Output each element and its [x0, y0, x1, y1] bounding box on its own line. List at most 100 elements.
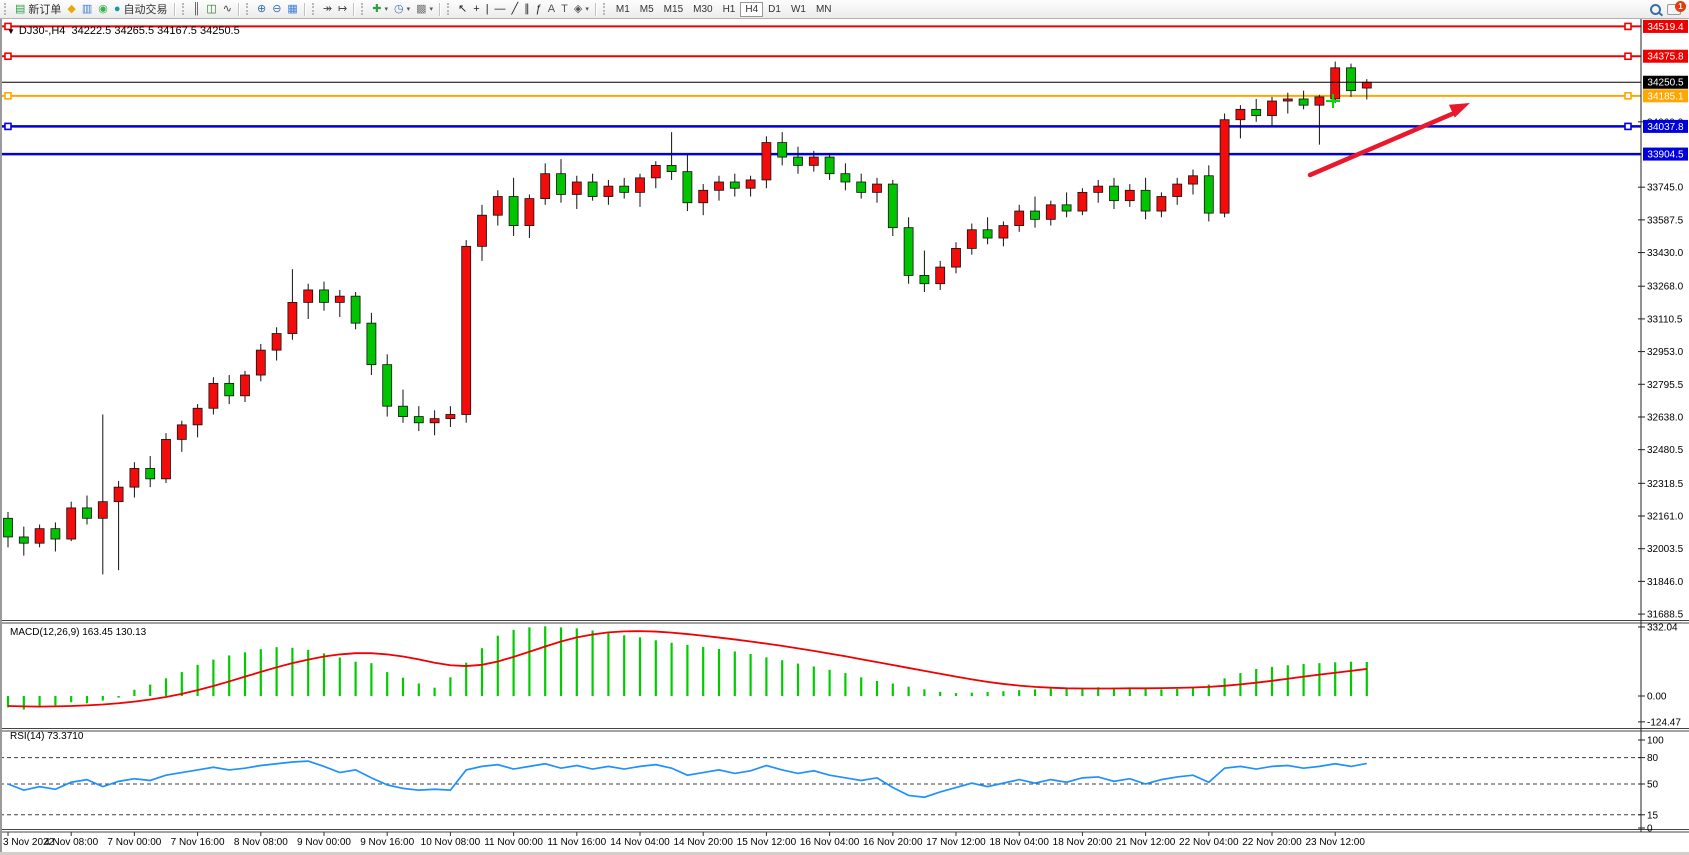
- rsi-line: [7, 760, 1367, 799]
- time-tick-label: 16 Nov 20:00: [863, 837, 923, 848]
- time-tick-label: 21 Nov 12:00: [1116, 837, 1176, 848]
- signal-icon[interactable]: ◉: [95, 1, 111, 17]
- chevron-down-icon[interactable]: ▼: [7, 27, 15, 36]
- arrows-object-icon[interactable]: ◈ ▾: [571, 1, 592, 17]
- periods-clock-icon: ◷: [393, 3, 404, 15]
- toolbar-grip: [181, 3, 187, 15]
- rsi-tick-label: 100: [1647, 736, 1664, 747]
- candle-body: [492, 196, 503, 216]
- crosshair-icon: +: [473, 3, 480, 15]
- text-icon: A: [547, 3, 556, 15]
- tile-windows-icon[interactable]: ▦: [284, 1, 300, 17]
- rsi-indicator-label: RSI(14) 73.3710: [10, 731, 84, 742]
- macd-indicator-label: MACD(12,26,9) 163.45 130.13: [10, 627, 147, 638]
- trend-arrow-head: [1448, 103, 1470, 118]
- cursor-icon[interactable]: ↖: [455, 1, 470, 17]
- template-icon[interactable]: ▩ ▾: [413, 1, 436, 17]
- add-indicator-icon[interactable]: ✚ ▾: [369, 1, 391, 17]
- candlestick-chart-icon[interactable]: ◫: [203, 1, 219, 17]
- toolbar-separator: [303, 2, 305, 16]
- candle-body: [761, 142, 772, 181]
- timeframe-m1[interactable]: M1: [615, 3, 630, 15]
- trend-arrow-shaft: [1307, 111, 1455, 178]
- price-tick-label: 32480.5: [1647, 445, 1684, 456]
- candle-body: [303, 289, 314, 303]
- chart-shift-icon[interactable]: ↦: [335, 1, 350, 17]
- trendline-icon[interactable]: ╱: [509, 1, 522, 17]
- text-label-icon[interactable]: T: [558, 1, 571, 17]
- auto-scroll-icon[interactable]: ↠: [320, 1, 335, 17]
- price-tick-label: 33745.0: [1647, 183, 1684, 194]
- candle-body: [856, 181, 867, 193]
- chart-canvas[interactable]: 34060.033745.033587.533430.033268.033110…: [0, 18, 1689, 855]
- timeframe-mn[interactable]: MN: [815, 3, 832, 15]
- time-tick-label: 8 Nov 08:00: [234, 837, 288, 848]
- periods-clock-icon[interactable]: ◷ ▾: [391, 1, 413, 17]
- hline-badge: [1643, 147, 1688, 161]
- horizontal-line-icon[interactable]: —: [492, 1, 509, 17]
- candle-body: [192, 407, 203, 426]
- candles-layer: [3, 61, 1372, 575]
- toolbar-right: 1: [1650, 0, 1689, 15]
- timeframe-m5[interactable]: M5: [639, 3, 654, 15]
- monitor-icon: ▥: [81, 3, 93, 15]
- arrows-object-icon-caret[interactable]: ▾: [585, 6, 589, 13]
- monitor-icon[interactable]: ▥: [79, 1, 95, 17]
- candle-body: [1314, 96, 1325, 106]
- candle-body: [1093, 185, 1104, 193]
- timeframe-d1[interactable]: D1: [768, 3, 781, 15]
- fibonacci-icon[interactable]: ƒ: [533, 1, 545, 17]
- add-indicator-icon-caret[interactable]: ▾: [384, 6, 388, 13]
- candle-body: [1188, 175, 1198, 185]
- equidistant-channel-icon[interactable]: ∥: [521, 1, 533, 17]
- vertical-line-icon[interactable]: |: [483, 1, 492, 17]
- rsi-tick-label: 50: [1647, 780, 1659, 791]
- autotrading-button[interactable]: ● 自动交易: [111, 1, 171, 17]
- notifications-icon[interactable]: 1: [1667, 0, 1686, 15]
- candle-body: [903, 227, 914, 276]
- candle-body: [382, 364, 393, 407]
- candle-body: [777, 142, 788, 158]
- candle-body: [540, 173, 551, 199]
- candle-body: [271, 333, 282, 351]
- candle-body: [350, 295, 361, 324]
- zoom-out-icon[interactable]: ⊖: [269, 1, 284, 17]
- timeframe-h1[interactable]: H1: [722, 3, 736, 15]
- candle-body: [603, 185, 614, 197]
- timeframe-m15[interactable]: M15: [663, 3, 684, 15]
- toolbar-grip: [245, 3, 251, 15]
- time-tick-label: 7 Nov 16:00: [171, 837, 225, 848]
- bar-chart-icon[interactable]: ║: [190, 1, 204, 17]
- current-price-badge-label: 34250.5: [1647, 78, 1684, 89]
- timeframe-w1[interactable]: W1: [790, 3, 806, 15]
- timeframe-m30[interactable]: M30: [693, 3, 713, 15]
- line-handle: [1624, 22, 1632, 31]
- timeframe-h4[interactable]: H4: [740, 1, 764, 17]
- candle-body: [571, 181, 582, 195]
- hline-badge-label: 33904.5: [1647, 150, 1684, 161]
- candle-body: [1156, 196, 1167, 212]
- candle-body: [255, 349, 266, 376]
- line-chart-icon[interactable]: ∿: [220, 1, 235, 17]
- time-tick-label: 18 Nov 20:00: [1053, 837, 1113, 848]
- candle-body: [635, 177, 645, 193]
- hline-badge-label: 34375.8: [1647, 52, 1684, 63]
- fibonacci-icon: ƒ: [535, 3, 542, 15]
- candle-body: [998, 225, 1009, 239]
- new-order-button[interactable]: ▤ 新订单: [12, 1, 64, 17]
- candle-body: [176, 424, 187, 440]
- time-tick-label: 16 Nov 04:00: [800, 837, 860, 848]
- time-tick-label: 14 Nov 20:00: [673, 837, 733, 848]
- zoom-in-icon[interactable]: ⊕: [254, 1, 269, 17]
- search-icon[interactable]: [1650, 3, 1661, 15]
- price-tick-label: 32953.0: [1647, 347, 1684, 358]
- gold-ingot-icon[interactable]: ◆: [64, 1, 78, 17]
- candle-body: [1235, 108, 1246, 121]
- hline-badge: [1643, 49, 1688, 63]
- text-icon[interactable]: A: [545, 1, 558, 17]
- periods-clock-icon-caret[interactable]: ▾: [406, 6, 411, 13]
- crosshair-icon[interactable]: +: [470, 1, 482, 17]
- candle-body: [1298, 98, 1309, 106]
- template-icon-caret[interactable]: ▾: [429, 6, 434, 13]
- time-tick-label: 9 Nov 16:00: [360, 837, 414, 848]
